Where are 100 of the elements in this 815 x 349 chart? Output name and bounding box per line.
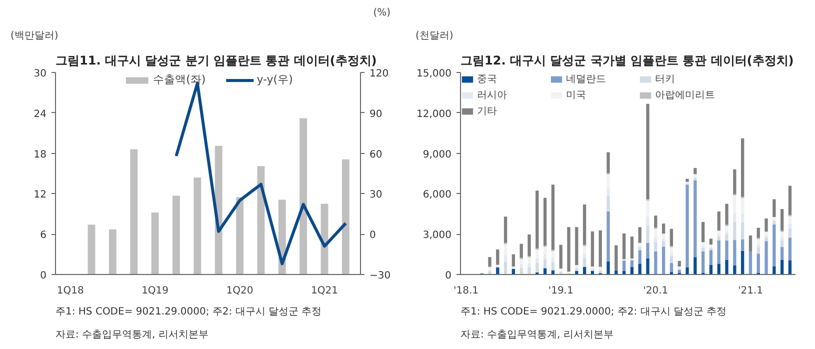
legend-label: 터키 xyxy=(655,73,676,86)
bar xyxy=(662,246,666,274)
legend-label: 아랍에미리트 xyxy=(655,89,716,102)
bar xyxy=(686,178,689,182)
bar xyxy=(536,190,539,248)
bar xyxy=(756,239,760,244)
bar xyxy=(582,254,586,258)
bar xyxy=(733,240,736,266)
x-tick-label: '20.1 xyxy=(643,286,668,296)
bar xyxy=(622,233,626,260)
bar xyxy=(686,184,689,268)
bar xyxy=(740,222,744,240)
y2-axis-title: (%) xyxy=(373,8,391,18)
bar xyxy=(504,262,508,274)
bar xyxy=(733,222,736,240)
bar xyxy=(740,239,744,251)
x-tick-label: 1Q21 xyxy=(311,286,338,296)
bar xyxy=(638,247,642,250)
bar xyxy=(504,216,508,243)
y-tick-label: 24 xyxy=(34,108,47,120)
bar xyxy=(520,264,523,268)
bar xyxy=(756,254,760,273)
bar xyxy=(646,104,650,200)
bar xyxy=(733,169,736,194)
bar xyxy=(694,180,697,258)
bar xyxy=(725,204,728,225)
bar xyxy=(678,260,681,267)
bar xyxy=(654,251,658,274)
y2-tick-label: −30 xyxy=(370,270,391,282)
y-tick-label: 6,000 xyxy=(422,190,452,201)
bar xyxy=(528,267,531,274)
bar xyxy=(780,240,784,248)
bar xyxy=(582,258,586,267)
bar xyxy=(638,264,642,274)
bar xyxy=(236,197,244,274)
y-tick-label: 6 xyxy=(40,230,47,242)
legend-label: 기타 xyxy=(477,105,498,118)
bar xyxy=(694,178,697,181)
bar xyxy=(694,257,697,274)
bar xyxy=(772,216,776,220)
bar xyxy=(725,240,728,260)
bar xyxy=(496,249,500,265)
bar xyxy=(300,118,308,274)
bar xyxy=(654,242,658,252)
bar xyxy=(543,259,547,268)
bar xyxy=(788,186,792,215)
legend-label: y-y(우) xyxy=(256,72,293,87)
y-tick-label: 9,000 xyxy=(422,149,452,160)
chart-title: 그림12. 대구시 달성군 국가별 임플란트 통관 데이터(추정치) xyxy=(460,54,794,68)
bar xyxy=(772,266,776,274)
bar xyxy=(646,225,650,243)
bar xyxy=(551,184,555,250)
bar xyxy=(567,227,570,272)
bar xyxy=(748,251,752,274)
bar xyxy=(772,221,776,224)
bar xyxy=(638,227,642,243)
bar xyxy=(670,228,674,246)
y-tick-label: 0 xyxy=(40,270,47,282)
x-tick-label: 1Q20 xyxy=(226,286,254,296)
bar xyxy=(701,242,705,246)
bar xyxy=(788,224,792,229)
bar xyxy=(717,211,720,231)
bar xyxy=(780,247,784,260)
bar xyxy=(88,224,96,274)
bar xyxy=(582,204,586,245)
y2-tick-label: 120 xyxy=(370,68,389,80)
bar xyxy=(130,149,138,274)
bar xyxy=(788,228,792,238)
bar xyxy=(512,254,516,267)
bar xyxy=(630,260,634,267)
bar xyxy=(756,247,760,254)
bar xyxy=(488,271,492,274)
bar xyxy=(606,261,610,274)
text: 주1: HS CODE= 9021.29.0000; 주2: 대구시 달성군 추정 xyxy=(56,306,322,318)
bar xyxy=(606,211,610,262)
y-axis-title: (천달러) xyxy=(416,30,454,42)
bar xyxy=(528,234,531,256)
bar xyxy=(606,196,610,212)
bar xyxy=(670,247,674,253)
x-tick-label: '21.1 xyxy=(738,286,763,296)
legend-label: 러시아 xyxy=(477,89,508,102)
bar xyxy=(528,263,531,268)
y-tick-label: 30 xyxy=(34,68,47,80)
bar xyxy=(214,146,222,274)
bar xyxy=(717,264,720,274)
bar xyxy=(108,229,116,274)
y-tick-label: 12,000 xyxy=(416,108,452,120)
legend-label: 네덜란드 xyxy=(566,73,607,86)
y2-tick-label: 30 xyxy=(370,190,382,201)
bar xyxy=(257,166,265,274)
bar xyxy=(551,262,555,270)
bar xyxy=(709,238,713,245)
bar xyxy=(780,209,784,231)
bar xyxy=(764,218,768,232)
bar xyxy=(701,222,705,242)
legend-label: 중국 xyxy=(477,73,498,86)
bar xyxy=(551,258,555,262)
x-tick-label: 1Q19 xyxy=(142,286,169,296)
bar xyxy=(543,198,547,246)
bar xyxy=(172,196,180,274)
